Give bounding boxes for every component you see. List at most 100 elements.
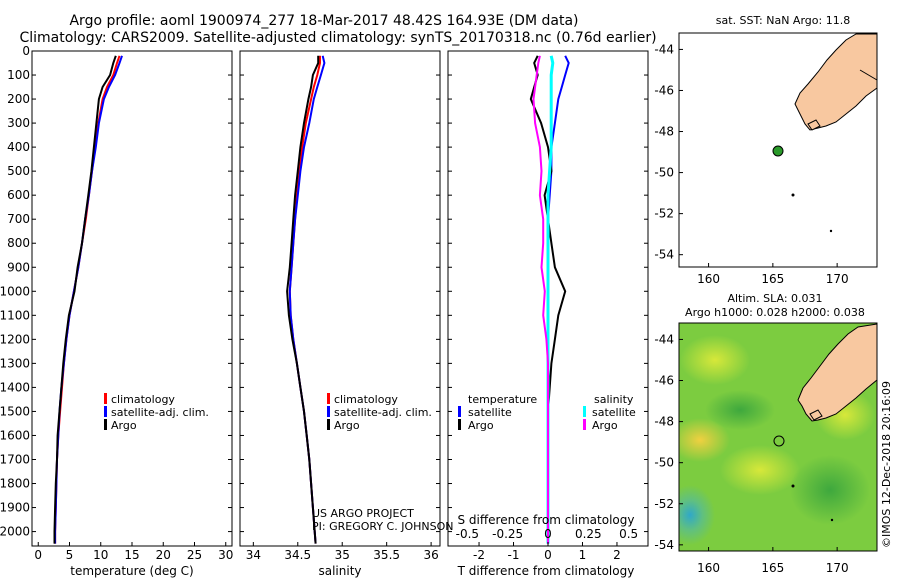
- top-map-title: sat. SST: NaN Argo: 11.8: [716, 14, 850, 27]
- legend-swatch-s-satellite: [583, 406, 586, 417]
- legend-title-temperature: temperature: [468, 393, 537, 406]
- x-tick-label-s: 0.25: [575, 527, 602, 541]
- map-y-tick-label: -54: [654, 248, 674, 262]
- salinity-x-label: salinity: [318, 564, 361, 578]
- difference-legend: temperature satellite Argo salinity sate…: [458, 393, 636, 432]
- top-map-y-ticks: -44 -46 -48 -50 -52 -54: [654, 42, 683, 262]
- map-y-tick-label: -48: [654, 125, 674, 139]
- map-x-tick-label: 165: [761, 272, 784, 286]
- depth-tick-label: 1800: [0, 477, 30, 491]
- x-tick-label: 5: [66, 548, 74, 562]
- depth-tick-label: 0: [22, 44, 30, 58]
- legend-swatch-t-argo: [458, 419, 461, 430]
- figure-title-line2: Climatology: CARS2009. Satellite-adjuste…: [19, 30, 656, 46]
- legend-label-satellite: satellite-adj. clim.: [111, 406, 209, 419]
- legend-label-satellite: satellite-adj. clim.: [334, 406, 432, 419]
- depth-tick-label: 2000: [0, 525, 30, 539]
- depth-tick-label: 400: [7, 140, 30, 154]
- depth-tick-label: 900: [7, 260, 30, 274]
- legend-label-t-argo: Argo: [468, 419, 494, 432]
- x-tick-label: 0: [34, 548, 42, 562]
- salinity-panel-frame: [239, 50, 441, 547]
- depth-tick-label: 100: [7, 68, 30, 82]
- imos-credit: ©IMOS 12-Dec-2018 20:16:09: [880, 381, 893, 548]
- depth-tick-label: 500: [7, 164, 30, 178]
- legend-label-s-satellite: satellite: [592, 406, 636, 419]
- map-y-tick-label: -48: [654, 415, 674, 429]
- sla-anomaly-1: [680, 335, 750, 385]
- sla-anomaly-6: [705, 390, 775, 430]
- legend-swatch-climatology: [327, 393, 330, 404]
- credit-pi: PI: GREGORY C. JOHNSON: [312, 520, 453, 533]
- map-y-tick-label: -46: [654, 374, 674, 388]
- bottom-map-islet-2: [830, 518, 834, 522]
- series-line-climatology: [288, 55, 321, 544]
- sla-anomaly-2: [679, 418, 730, 462]
- bottom-map-title-2: Argo h1000: 0.028 h2000: 0.038: [685, 306, 865, 319]
- series-line-argo: [53, 55, 117, 544]
- legend-swatch-argo: [327, 419, 330, 430]
- top-map-x-ticks: 160 165 170: [697, 263, 849, 286]
- sla-anomaly-4: [679, 485, 715, 545]
- top-map-island: [807, 119, 821, 131]
- x-tick-label: 34: [246, 548, 261, 562]
- sla-anomaly-5: [790, 455, 870, 525]
- bottom-map: [679, 323, 877, 551]
- temperature-curves: [53, 55, 123, 544]
- legend-title-salinity: salinity: [594, 393, 634, 406]
- map-y-tick-label: -46: [654, 83, 674, 97]
- legend-swatch-s-argo: [583, 419, 586, 430]
- x-tick-label: 25: [187, 548, 202, 562]
- depth-tick-label: 1400: [0, 380, 30, 394]
- series-line-satellite-adj-clim-: [54, 55, 123, 544]
- depth-tick-label: 200: [7, 92, 30, 106]
- map-y-tick-label: -44: [654, 42, 674, 56]
- series-line-argo: [286, 55, 320, 544]
- x-tick-label: 2: [613, 548, 621, 562]
- map-y-tick-label: -44: [654, 332, 674, 346]
- x-tick-label: -2: [473, 548, 485, 562]
- sla-anomaly-3: [720, 445, 800, 495]
- legend-swatch-argo: [104, 419, 107, 430]
- x-tick-label: 35.5: [373, 548, 400, 562]
- temperature-legend: climatology satellite-adj. clim. Argo: [104, 393, 209, 432]
- top-map-islet-2: [829, 229, 833, 233]
- credit-project: US ARGO PROJECT: [312, 507, 414, 520]
- map-y-tick-label: -50: [654, 166, 674, 180]
- map-y-tick-label: -52: [654, 497, 674, 511]
- x-tick-label: 20: [156, 548, 171, 562]
- x-tick-label: 1: [579, 548, 587, 562]
- depth-tick-label: 1000: [0, 284, 30, 298]
- temperature-x-label: temperature (deg C): [70, 564, 193, 578]
- depth-tick-label: 300: [7, 116, 30, 130]
- top-map-coast-detail: [859, 69, 878, 81]
- map-x-tick-label: 160: [697, 272, 720, 286]
- difference-s-x-ticks: -0.5 -0.25 0 0.25 0.5: [456, 527, 639, 541]
- bottom-map-islet-1: [791, 484, 795, 488]
- x-tick-label: 15: [124, 548, 139, 562]
- legend-label-t-satellite: satellite: [468, 406, 512, 419]
- x-tick-label-s: -0.5: [456, 527, 479, 541]
- difference-x-label: T difference from climatology: [457, 564, 635, 578]
- salinity-x-ticks: 34 34.5 35 35.5 36: [246, 542, 439, 562]
- top-map-islet-1: [791, 193, 795, 197]
- legend-label-climatology: climatology: [111, 393, 175, 406]
- x-tick-label: 35: [335, 548, 350, 562]
- map-x-tick-label: 170: [826, 561, 849, 575]
- map-y-tick-label: -52: [654, 207, 674, 221]
- map-x-tick-label: 170: [826, 272, 849, 286]
- depth-tick-label: 800: [7, 236, 30, 250]
- depth-tick-label: 1900: [0, 501, 30, 515]
- legend-label-climatology: climatology: [334, 393, 398, 406]
- bottom-map-island: [809, 409, 823, 421]
- depth-tick-label: 1200: [0, 332, 30, 346]
- depth-tick-label: 1600: [0, 428, 30, 442]
- depth-tick-label: 1700: [0, 452, 30, 466]
- x-tick-label: 36: [423, 548, 438, 562]
- difference-s-x-label: S difference from climatology: [458, 513, 635, 527]
- x-tick-label: -1: [508, 548, 520, 562]
- map-y-tick-label: -54: [654, 538, 674, 552]
- legend-swatch-t-satellite: [458, 406, 461, 417]
- x-tick-label: 10: [93, 548, 108, 562]
- x-tick-label: 0: [544, 548, 552, 562]
